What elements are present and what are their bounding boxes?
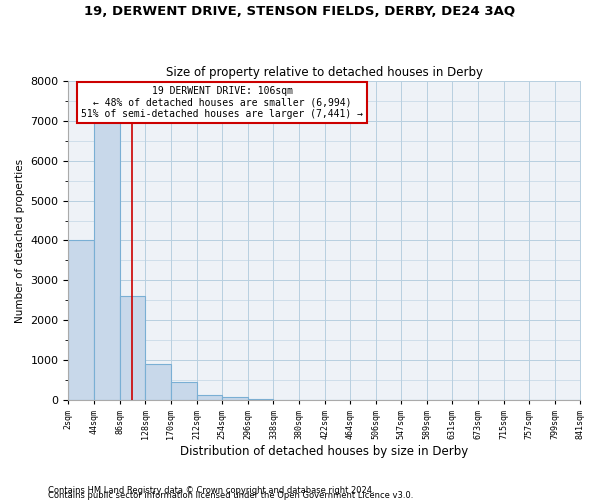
Title: Size of property relative to detached houses in Derby: Size of property relative to detached ho… [166, 66, 483, 78]
Bar [119, 296, 145, 400]
Bar [94, 104, 119, 400]
Bar [68, 240, 94, 400]
Bar [248, 399, 274, 400]
Bar [171, 382, 197, 400]
Y-axis label: Number of detached properties: Number of detached properties [15, 158, 25, 322]
X-axis label: Distribution of detached houses by size in Derby: Distribution of detached houses by size … [181, 444, 469, 458]
Text: 19 DERWENT DRIVE: 106sqm
← 48% of detached houses are smaller (6,994)
51% of sem: 19 DERWENT DRIVE: 106sqm ← 48% of detach… [81, 86, 363, 119]
Bar [145, 364, 171, 400]
Bar [222, 396, 248, 400]
Text: Contains HM Land Registry data © Crown copyright and database right 2024.: Contains HM Land Registry data © Crown c… [48, 486, 374, 495]
Text: 19, DERWENT DRIVE, STENSON FIELDS, DERBY, DE24 3AQ: 19, DERWENT DRIVE, STENSON FIELDS, DERBY… [85, 5, 515, 18]
Text: Contains public sector information licensed under the Open Government Licence v3: Contains public sector information licen… [48, 491, 413, 500]
Bar [197, 394, 222, 400]
